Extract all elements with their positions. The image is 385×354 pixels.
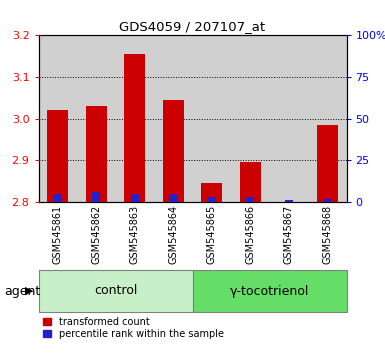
Bar: [308, 35, 346, 202]
Bar: [285, 200, 293, 202]
FancyBboxPatch shape: [38, 270, 192, 312]
Legend: transformed count, percentile rank within the sample: transformed count, percentile rank withi…: [44, 317, 224, 339]
Text: agent: agent: [4, 285, 40, 297]
Text: γ-tocotrienol: γ-tocotrienol: [230, 285, 309, 297]
Bar: [316, 125, 338, 202]
Bar: [163, 100, 184, 202]
Bar: [270, 35, 308, 202]
Bar: [192, 35, 231, 202]
Bar: [77, 35, 116, 202]
Bar: [201, 183, 223, 202]
Title: GDS4059 / 207107_at: GDS4059 / 207107_at: [119, 20, 266, 33]
Bar: [54, 194, 62, 202]
Text: control: control: [94, 285, 137, 297]
Bar: [116, 35, 154, 202]
Bar: [154, 35, 192, 202]
Bar: [85, 106, 107, 202]
Bar: [47, 110, 69, 202]
Bar: [208, 197, 216, 202]
Bar: [323, 199, 331, 202]
Text: ▶: ▶: [25, 286, 33, 296]
Bar: [246, 197, 254, 202]
Bar: [169, 194, 177, 202]
Bar: [131, 194, 139, 202]
Bar: [92, 192, 100, 202]
FancyBboxPatch shape: [192, 270, 346, 312]
Bar: [38, 35, 77, 202]
Bar: [124, 54, 146, 202]
Bar: [239, 162, 261, 202]
Bar: [231, 35, 270, 202]
